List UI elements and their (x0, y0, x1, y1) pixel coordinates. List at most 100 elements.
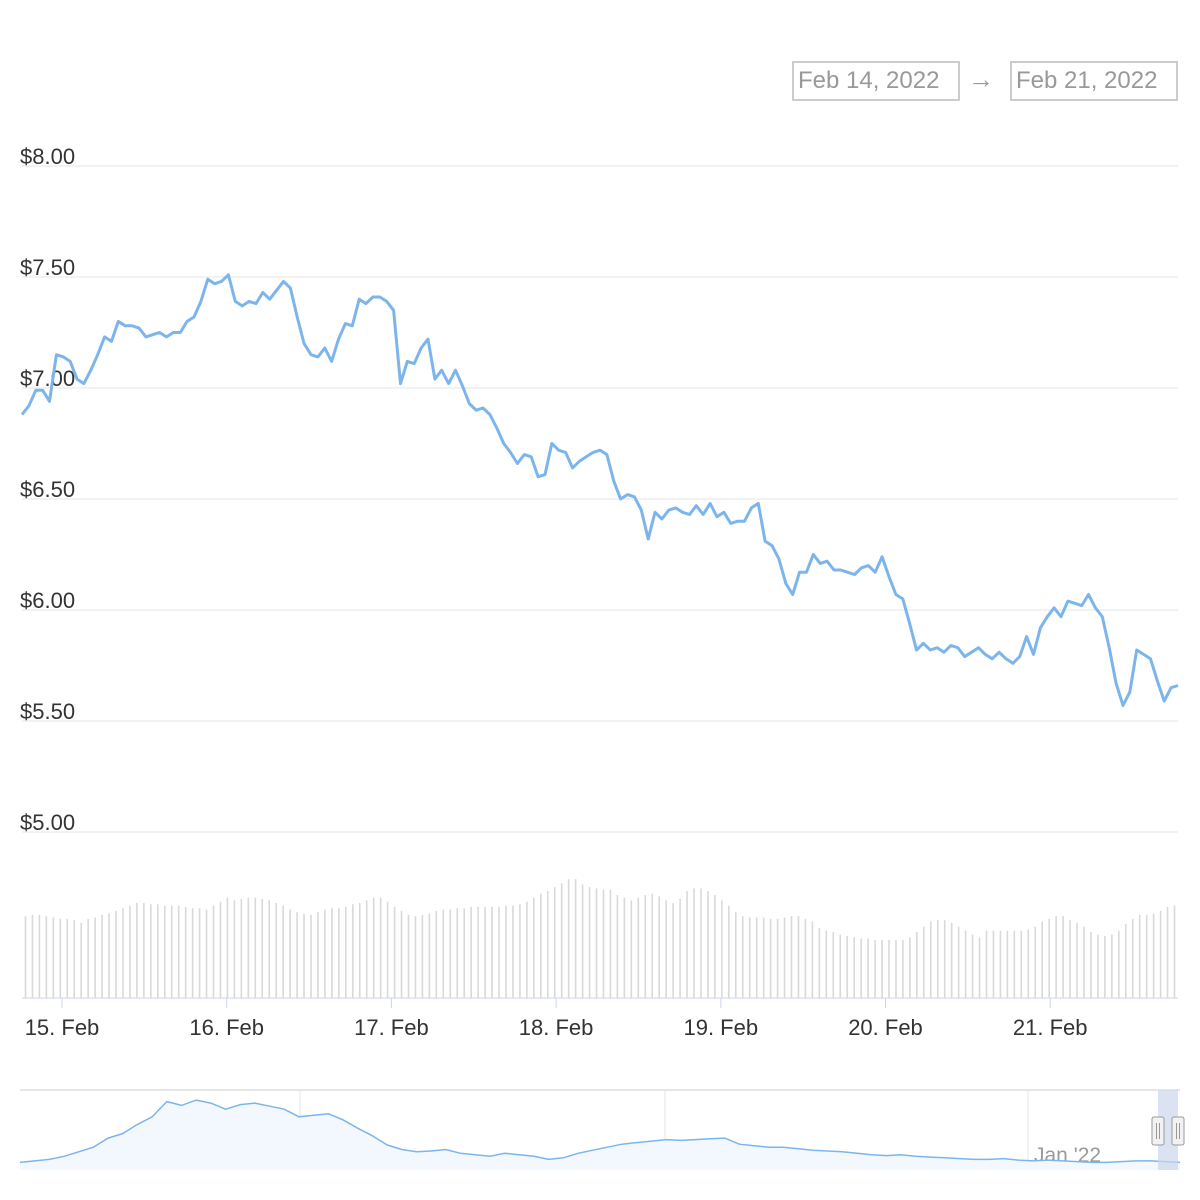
volume-bar (233, 900, 236, 998)
navigator-left-handle[interactable] (1151, 1116, 1165, 1146)
volume-bar (832, 932, 835, 998)
volume-bar (66, 918, 69, 998)
volume-bar (846, 935, 849, 998)
volume-bar (853, 937, 855, 998)
range-end-input[interactable]: Feb 21, 2022 (1010, 61, 1178, 101)
volume-bar (338, 908, 340, 998)
volume-bar (484, 906, 486, 998)
x-tick-label: 16. Feb (189, 1015, 264, 1040)
y-tick-label: $8.00 (20, 144, 75, 169)
range-start-input[interactable]: Feb 14, 2022 (792, 61, 960, 101)
grid-lines (22, 165, 1178, 833)
volume-bar (163, 905, 166, 998)
volume-bar (818, 928, 821, 998)
volume-bar (929, 921, 932, 998)
y-tick-label: $6.50 (20, 477, 75, 502)
navigator-line (19, 1099, 1181, 1164)
volume-bar (1152, 913, 1155, 998)
volume-bar (101, 914, 103, 998)
volume-bar (762, 917, 765, 998)
volume-bar (129, 905, 131, 998)
volume-bar (839, 934, 842, 998)
volume-bar (303, 913, 305, 998)
volume-bar (595, 888, 598, 998)
volume-bar (533, 897, 535, 998)
x-tick-label: 18. Feb (519, 1015, 594, 1040)
navigator-selected-range[interactable] (1158, 1090, 1178, 1170)
volume-bar (992, 930, 995, 998)
volume-bar (644, 895, 647, 998)
volume-bar (317, 912, 319, 998)
volume-bar (707, 891, 709, 998)
volume-bar (950, 922, 953, 998)
volume-bar (1138, 914, 1141, 998)
x-tick-label: 19. Feb (683, 1015, 758, 1040)
y-tick-label: $7.50 (20, 255, 75, 280)
volume-bar (776, 918, 779, 998)
volume-bar (1062, 916, 1064, 998)
volume-bar (87, 918, 89, 998)
volume-bar (567, 879, 570, 998)
volume-bar (623, 897, 626, 998)
volume-bar (351, 904, 354, 998)
volume-bar (665, 900, 667, 998)
volume-bar (45, 916, 48, 998)
volume-bar (540, 893, 542, 998)
volume-bar (435, 910, 438, 998)
volume-bar (1090, 932, 1092, 998)
volume-bar (52, 917, 55, 998)
volume-bar (978, 937, 981, 998)
volume-bar (219, 901, 222, 998)
volume-bar (741, 916, 744, 998)
volume-bar (672, 902, 674, 998)
volume-bar (358, 902, 361, 998)
volume-bar (1159, 910, 1162, 998)
navigator: May '21Sep '21Jan '22 (19, 1089, 1185, 1170)
volume-bar (198, 908, 201, 998)
volume-bar (1104, 935, 1106, 998)
volume-bar (658, 896, 660, 998)
volume-bar (331, 908, 333, 998)
volume-bar (491, 906, 493, 998)
volume-bar (470, 906, 472, 998)
volume-bar (734, 912, 737, 998)
y-tick-label: $5.00 (20, 810, 75, 835)
volume-bar (881, 939, 883, 998)
volume-bar (512, 905, 514, 998)
volume-bar (1166, 906, 1169, 998)
volume-bar (1041, 921, 1044, 998)
volume-bar (1069, 920, 1071, 998)
volume-bar (240, 899, 243, 998)
volume-bar (1118, 930, 1120, 998)
volume-bar (428, 913, 431, 998)
volume-bar (205, 909, 208, 998)
volume-bar (526, 901, 528, 998)
volume-bar (560, 883, 563, 998)
volume-bar (811, 921, 814, 998)
volume-bar (477, 906, 479, 998)
volume-bar (184, 906, 187, 998)
volume-bar (902, 939, 904, 998)
volume-bar (519, 904, 521, 998)
volume-bar (999, 930, 1002, 998)
volume-bar (651, 893, 654, 998)
volume-bar (421, 914, 424, 998)
volume-bar (1131, 918, 1134, 998)
volume-bar (686, 891, 688, 998)
volume-bar (170, 905, 173, 998)
volume-bar (755, 917, 758, 998)
volume-bar (769, 918, 772, 998)
volume-bar (1124, 924, 1127, 998)
volume-bar (115, 910, 117, 998)
volume-bar (825, 930, 828, 998)
volume-bar (177, 905, 180, 998)
navigator-right-handle[interactable] (1171, 1116, 1185, 1146)
volume-bar (1076, 922, 1078, 998)
volume-bar (1173, 905, 1176, 998)
volume-bar (1083, 926, 1085, 998)
volume-bar (156, 904, 159, 998)
volume-bar (546, 891, 549, 998)
volume-bar (1048, 918, 1050, 998)
volume-bar (310, 914, 312, 998)
